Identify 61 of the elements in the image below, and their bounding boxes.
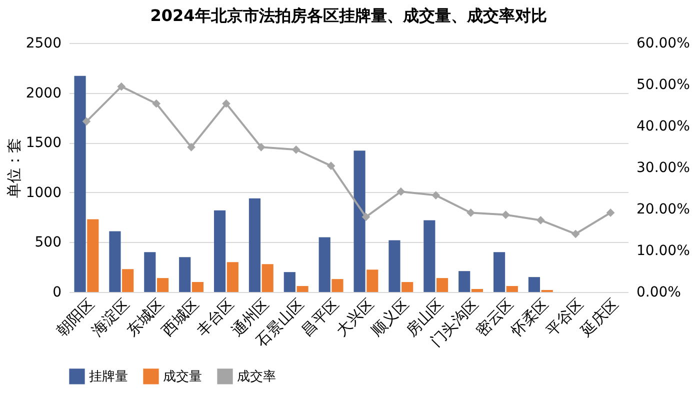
y-tick-label: 1000 (26, 184, 62, 201)
bar (284, 272, 296, 292)
y2-tick-label: 40.00% (636, 118, 690, 134)
point (606, 208, 615, 217)
bar (528, 277, 540, 292)
bar (248, 198, 261, 292)
y-tick-label: 2000 (26, 85, 62, 102)
bar (366, 270, 378, 292)
point (536, 216, 545, 224)
point (117, 82, 126, 91)
bar (214, 210, 226, 292)
y2-tick-label: 10.00% (636, 243, 690, 259)
bar (122, 269, 134, 292)
bar (493, 252, 506, 292)
bar (74, 76, 86, 292)
bar (354, 150, 366, 292)
legend-label: 挂牌量 (89, 369, 128, 384)
point (187, 142, 196, 152)
bar (262, 264, 274, 292)
bar (144, 252, 156, 292)
bar (226, 262, 238, 292)
y2-tick-label: 0.00% (636, 284, 681, 300)
bar (402, 282, 414, 292)
y2-tick-label: 30.00% (636, 160, 690, 176)
y2-tick-label: 50.00% (636, 77, 690, 93)
y-tick-label: 0 (52, 284, 62, 300)
bar (109, 231, 121, 292)
bar (179, 257, 191, 292)
chart-title: 2024年北京市法拍房各区挂牌量、成交量、成交率对比 (150, 6, 547, 25)
bar (318, 237, 330, 292)
bar (458, 271, 470, 292)
y-tick-label: 2500 (26, 36, 62, 52)
y2-tick-label: 60.00% (636, 36, 690, 52)
bar (424, 220, 436, 292)
point (152, 99, 161, 108)
point (396, 187, 406, 196)
point (571, 230, 580, 238)
legend-label: 成交率 (237, 368, 276, 384)
point (432, 191, 440, 200)
bar (296, 286, 308, 292)
legend-label: 成交量 (163, 368, 202, 384)
point (502, 210, 510, 219)
bar (436, 278, 448, 292)
point (362, 212, 370, 222)
point (256, 142, 266, 152)
bar (471, 289, 484, 292)
y2-tick-label: 20.00% (636, 202, 690, 218)
bar (156, 278, 169, 292)
y-tick-label: 500 (34, 234, 62, 251)
point (222, 99, 230, 108)
bar (192, 282, 204, 292)
point (82, 117, 91, 126)
point (466, 208, 475, 217)
bar (506, 286, 518, 292)
bar (388, 240, 400, 292)
bar (87, 219, 99, 292)
y-axis-title: 单位：套 (4, 138, 23, 198)
point (326, 162, 336, 170)
y-tick-label: 1500 (26, 135, 62, 152)
point (292, 145, 300, 154)
bar (332, 279, 344, 292)
